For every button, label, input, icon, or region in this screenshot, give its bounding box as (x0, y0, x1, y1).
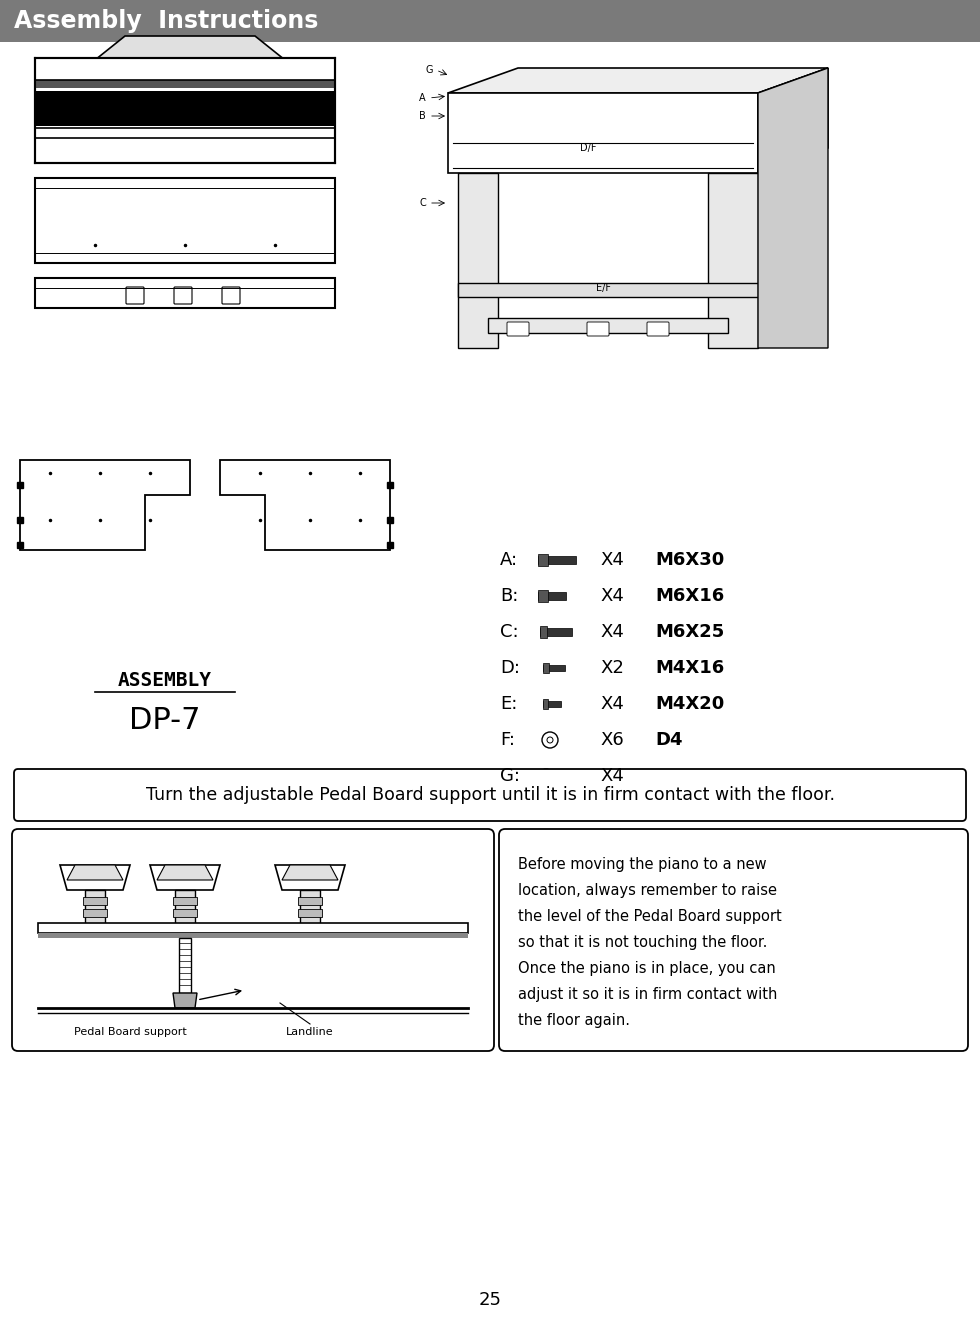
Text: X4: X4 (600, 767, 624, 786)
FancyBboxPatch shape (587, 322, 609, 335)
Text: M6X16: M6X16 (655, 587, 724, 605)
Text: Once the piano is in place, you can: Once the piano is in place, you can (518, 961, 776, 977)
FancyBboxPatch shape (35, 57, 335, 163)
Polygon shape (758, 68, 828, 347)
Text: DP-7: DP-7 (129, 705, 201, 735)
Text: Pedal Board support: Pedal Board support (74, 1027, 186, 1037)
Polygon shape (708, 172, 758, 347)
Text: location, always remember to raise: location, always remember to raise (518, 883, 777, 898)
Polygon shape (150, 864, 220, 890)
FancyBboxPatch shape (175, 890, 195, 925)
FancyBboxPatch shape (12, 830, 494, 1051)
FancyBboxPatch shape (543, 699, 548, 709)
Text: M4X20: M4X20 (655, 695, 724, 713)
FancyBboxPatch shape (83, 908, 107, 916)
Text: X4: X4 (600, 587, 624, 605)
FancyBboxPatch shape (35, 91, 335, 126)
FancyBboxPatch shape (38, 923, 468, 933)
FancyBboxPatch shape (126, 287, 144, 305)
Text: M6X30: M6X30 (655, 550, 724, 569)
Text: adjust it so it is in firm contact with: adjust it so it is in firm contact with (518, 987, 777, 1002)
Text: G: G (425, 65, 433, 75)
Text: X6: X6 (600, 731, 623, 749)
FancyBboxPatch shape (83, 896, 107, 904)
FancyBboxPatch shape (222, 287, 240, 305)
Text: X2: X2 (600, 659, 624, 677)
Text: B:: B: (500, 587, 518, 605)
Text: the floor again.: the floor again. (518, 1013, 630, 1027)
Text: G:: G: (500, 767, 520, 786)
FancyBboxPatch shape (298, 908, 322, 916)
FancyBboxPatch shape (543, 665, 565, 671)
FancyBboxPatch shape (35, 278, 335, 309)
Text: D/F: D/F (580, 143, 596, 154)
Text: 25: 25 (478, 1291, 502, 1309)
Text: M4X16: M4X16 (655, 659, 724, 677)
Text: F:: F: (500, 731, 515, 749)
Text: A:: A: (500, 550, 518, 569)
FancyBboxPatch shape (543, 663, 549, 673)
FancyBboxPatch shape (507, 322, 529, 335)
Polygon shape (282, 864, 338, 880)
FancyBboxPatch shape (85, 890, 105, 925)
Polygon shape (758, 68, 828, 172)
Text: D4: D4 (655, 731, 682, 749)
FancyBboxPatch shape (35, 80, 335, 88)
Text: the level of the Pedal Board support: the level of the Pedal Board support (518, 908, 782, 925)
FancyBboxPatch shape (499, 830, 968, 1051)
FancyBboxPatch shape (488, 318, 728, 333)
FancyBboxPatch shape (14, 770, 966, 822)
Text: C: C (419, 198, 426, 208)
FancyBboxPatch shape (458, 283, 758, 297)
FancyBboxPatch shape (538, 554, 548, 566)
FancyBboxPatch shape (174, 287, 192, 305)
Text: C:: C: (500, 623, 518, 641)
Polygon shape (60, 864, 130, 890)
Polygon shape (95, 36, 285, 60)
FancyBboxPatch shape (0, 0, 980, 41)
Text: E/F: E/F (596, 283, 611, 293)
Polygon shape (448, 68, 828, 94)
Polygon shape (458, 172, 498, 347)
Text: A: A (419, 94, 426, 103)
Text: X4: X4 (600, 695, 624, 713)
Text: so that it is not touching the floor.: so that it is not touching the floor. (518, 935, 767, 950)
Text: B: B (419, 111, 426, 122)
FancyBboxPatch shape (38, 933, 468, 938)
FancyBboxPatch shape (543, 701, 561, 707)
FancyBboxPatch shape (540, 628, 572, 636)
Text: X4: X4 (600, 550, 624, 569)
Text: D:: D: (500, 659, 520, 677)
FancyBboxPatch shape (173, 908, 197, 916)
FancyBboxPatch shape (538, 556, 576, 564)
Polygon shape (173, 993, 197, 1007)
Text: Before moving the piano to a new: Before moving the piano to a new (518, 856, 766, 872)
Polygon shape (220, 460, 390, 550)
Polygon shape (157, 864, 213, 880)
Text: Assembly  Instructions: Assembly Instructions (14, 9, 318, 33)
Polygon shape (275, 864, 345, 890)
FancyBboxPatch shape (538, 592, 566, 600)
FancyBboxPatch shape (173, 896, 197, 904)
Text: X4: X4 (600, 623, 624, 641)
FancyBboxPatch shape (647, 322, 669, 335)
FancyBboxPatch shape (540, 627, 547, 639)
FancyBboxPatch shape (298, 896, 322, 904)
Polygon shape (448, 94, 758, 172)
FancyBboxPatch shape (538, 591, 548, 603)
Text: E:: E: (500, 695, 517, 713)
Polygon shape (20, 460, 190, 550)
Text: Landline: Landline (286, 1027, 334, 1037)
Text: Turn the adjustable Pedal Board support until it is in firm contact with the flo: Turn the adjustable Pedal Board support … (145, 786, 835, 804)
FancyBboxPatch shape (179, 938, 191, 993)
Text: ASSEMBLY: ASSEMBLY (118, 671, 212, 689)
FancyBboxPatch shape (35, 178, 335, 263)
FancyBboxPatch shape (300, 890, 320, 925)
Polygon shape (67, 864, 123, 880)
Text: M6X25: M6X25 (655, 623, 724, 641)
